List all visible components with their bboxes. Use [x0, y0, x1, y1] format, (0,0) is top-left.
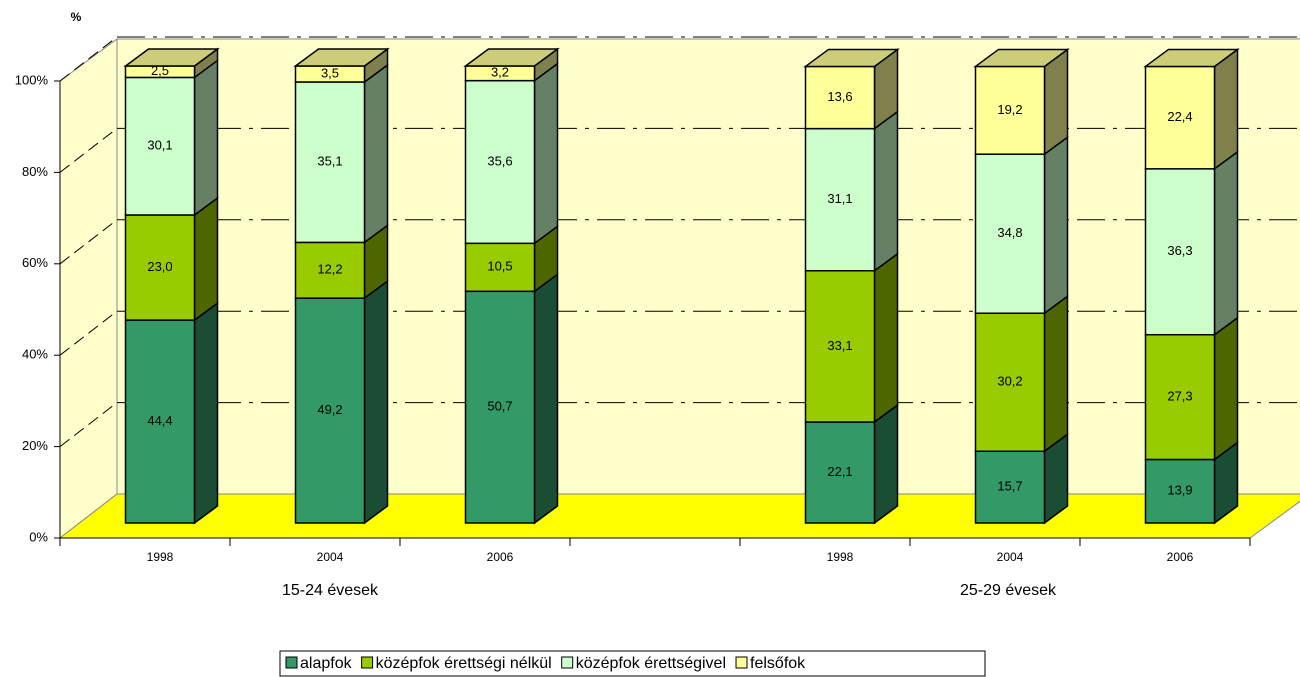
x-tick-label: 2004: [997, 550, 1024, 564]
value-label: 31,1: [827, 191, 852, 206]
group-label: 25-29 évesek: [960, 582, 1057, 599]
bar-top: [803, 48, 900, 68]
bar: [974, 65, 1046, 155]
bar-side: [873, 110, 899, 273]
side-wall: [59, 38, 118, 540]
value-label: 22,4: [1167, 109, 1192, 124]
bar-side: [873, 252, 899, 424]
legend-swatch: [735, 656, 748, 669]
legend-label: középfok érettségi nélkül: [376, 655, 552, 672]
x-tick-label: 1998: [147, 550, 174, 564]
grid-line: [59, 219, 118, 265]
floor: [58, 493, 1300, 539]
bar-side: [533, 272, 559, 525]
bar: [804, 421, 876, 524]
bar: [804, 65, 876, 130]
bar-side: [363, 279, 389, 525]
bar-top: [123, 48, 220, 67]
bar: [804, 127, 876, 272]
bar-side: [363, 63, 389, 244]
bar: [464, 79, 536, 245]
bar: [1144, 65, 1216, 170]
back-wall: [117, 39, 1300, 494]
bar: [464, 242, 536, 293]
value-label: 2,5: [151, 63, 169, 78]
bar-side: [873, 403, 899, 525]
bar-side: [1213, 316, 1239, 461]
bar-side: [1213, 150, 1239, 337]
grid-line: [59, 128, 118, 173]
value-label: 30,1: [147, 138, 172, 153]
bar: [124, 76, 196, 216]
legend: [279, 650, 986, 677]
value-label: 27,3: [1167, 389, 1192, 404]
bar-side: [533, 62, 559, 245]
bar: [974, 450, 1046, 524]
value-label: 34,8: [997, 225, 1022, 240]
grid-line: [59, 36, 118, 82]
bar: [294, 241, 366, 299]
bar-side: [193, 196, 219, 322]
legend-label: alapfok: [300, 655, 353, 672]
value-label: 15,7: [997, 479, 1022, 494]
legend-label: felsőfok: [750, 655, 806, 672]
bar: [1144, 333, 1216, 461]
bar-side: [1213, 47, 1239, 171]
y-tick-label: 80%: [22, 164, 48, 179]
bar-side: [1043, 294, 1069, 453]
grid-line: [59, 402, 118, 447]
x-tick-label: 2004: [317, 550, 344, 564]
grid-line: [59, 310, 118, 356]
bar: [294, 81, 366, 244]
x-tick-label: 2006: [1167, 550, 1194, 564]
y-tick-label: 60%: [22, 255, 48, 270]
y-tick-label: 40%: [22, 347, 48, 362]
legend-swatch: [361, 656, 374, 669]
bar-top: [973, 48, 1070, 68]
value-label: 50,7: [487, 399, 512, 414]
value-label: 44,4: [147, 413, 172, 428]
value-label: 35,1: [317, 154, 342, 169]
bar-side: [193, 58, 219, 217]
bar-side: [1043, 47, 1069, 156]
value-label: 49,2: [317, 402, 342, 417]
value-label: 13,6: [827, 89, 852, 104]
value-label: 22,1: [827, 464, 852, 479]
x-tick-label: 2006: [487, 550, 514, 564]
value-label: 13,9: [1167, 483, 1192, 498]
bar: [974, 312, 1046, 453]
bar-top: [463, 48, 560, 67]
y-axis-label: %: [71, 10, 82, 24]
bar-top: [293, 48, 390, 67]
bar: [1144, 168, 1216, 336]
value-label: 30,2: [997, 374, 1022, 389]
bar-side: [1043, 135, 1069, 315]
bar: [1144, 458, 1216, 524]
y-tick-label: 20%: [22, 438, 48, 453]
value-label: 10,5: [487, 259, 512, 274]
bar: [804, 269, 876, 423]
value-label: 12,2: [317, 262, 342, 277]
legend-swatch: [285, 656, 298, 669]
value-label: 19,2: [997, 102, 1022, 117]
value-label: 3,5: [321, 65, 339, 80]
bar-top: [1143, 48, 1240, 68]
legend-label: középfok érettségivel: [576, 655, 726, 672]
value-label: 33,1: [827, 338, 852, 353]
value-label: 35,6: [487, 153, 512, 168]
x-tick-label: 1998: [827, 550, 854, 564]
bar: [464, 290, 536, 524]
value-label: 23,0: [147, 259, 172, 274]
y-tick-label: 0%: [29, 529, 48, 544]
legend-swatch: [561, 656, 574, 669]
y-tick-label: 100%: [15, 72, 49, 87]
value-label: 3,2: [491, 65, 509, 80]
bar: [974, 153, 1046, 314]
bar-side: [193, 301, 219, 525]
value-label: 36,3: [1167, 243, 1192, 258]
group-label: 15-24 évesek: [282, 582, 379, 599]
bar: [294, 297, 366, 524]
